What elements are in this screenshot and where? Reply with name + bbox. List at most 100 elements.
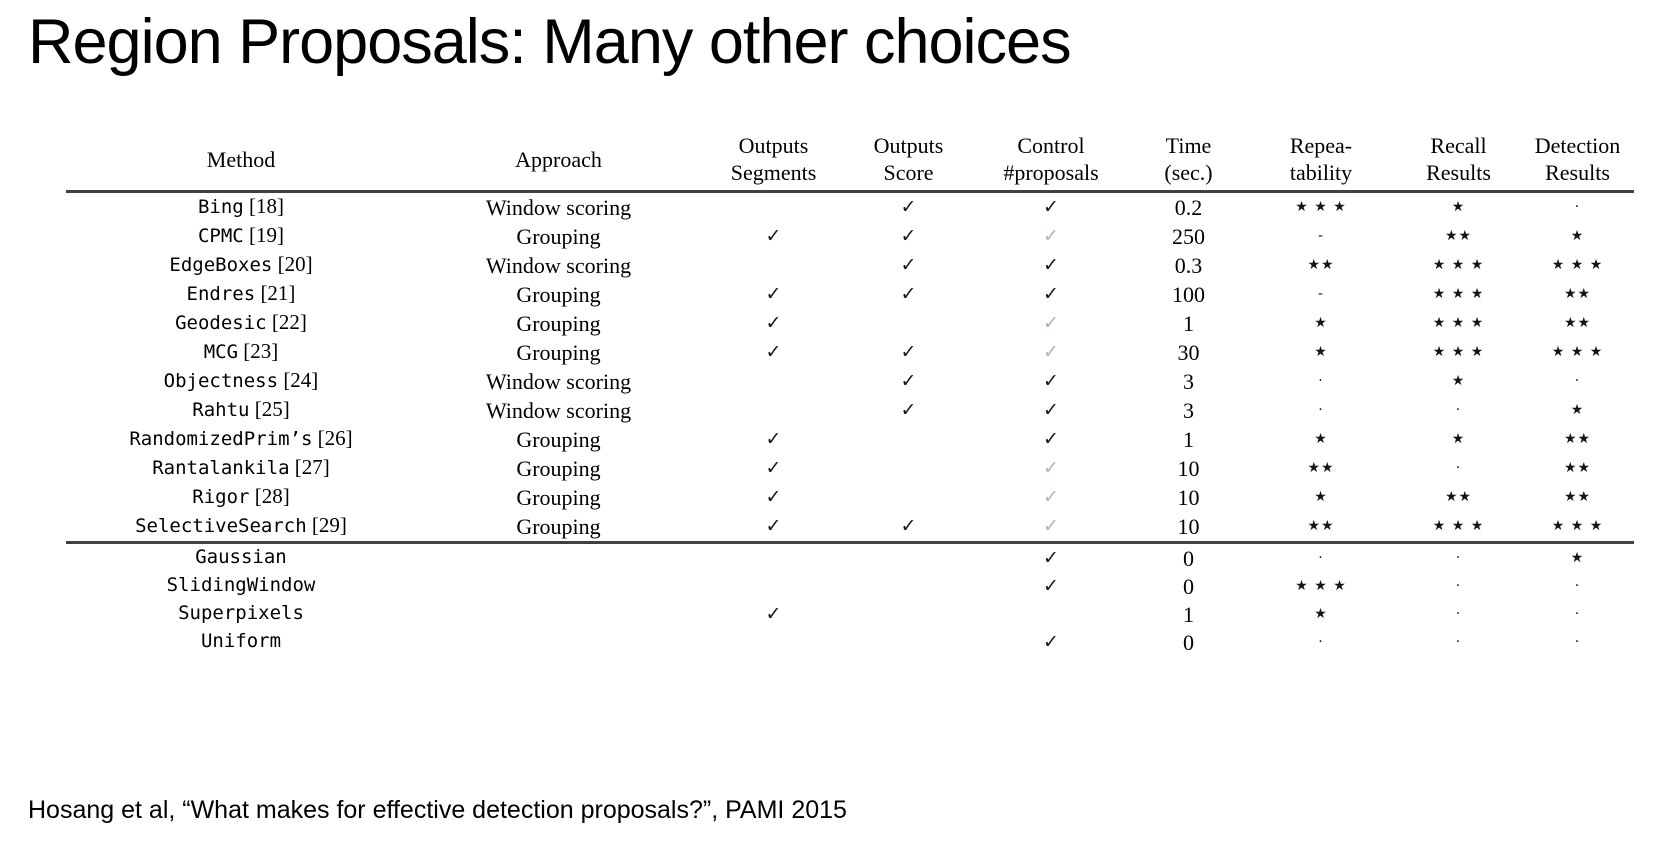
- method-cell: RandomizedPrim’s [26]: [66, 425, 416, 454]
- method-ref: [27]: [289, 455, 330, 479]
- table-row: Geodesic [22] Grouping ✓ ✓ 1 ★ ★ ★ ★ ★★: [66, 309, 1634, 338]
- method-ref: [29]: [306, 513, 347, 537]
- time-cell: 0.2: [1174, 195, 1203, 220]
- time-cell: 10: [1177, 456, 1200, 481]
- gray-check-icon: ✓: [1043, 486, 1059, 508]
- table-row: Bing [18] Window scoring ✓ ✓ 0.2 ★ ★ ★ ★ ·: [66, 192, 1634, 223]
- check-icon: ✓: [1043, 399, 1059, 421]
- segments-cell: [701, 192, 846, 223]
- detection-cell: ★★: [1563, 431, 1592, 447]
- table-row: SelectiveSearch [29] Grouping ✓ ✓ ✓ 10 ★★ ★ ★ ★…: [66, 512, 1634, 544]
- approach-cell: Window scoring: [485, 195, 632, 220]
- approach-cell: Grouping: [516, 427, 601, 452]
- recall-cell: ★ ★ ★: [1432, 286, 1485, 302]
- control-cell: ✓: [971, 483, 1131, 512]
- score-cell: [846, 483, 971, 512]
- check-icon: ✓: [1043, 428, 1059, 450]
- score-cell: [846, 600, 971, 628]
- method-name: Superpixels: [178, 602, 304, 624]
- method-ref: [25]: [249, 397, 290, 421]
- gray-check-icon: ✓: [1043, 341, 1059, 363]
- approach-cell: Window scoring: [485, 253, 632, 278]
- time-cell: 30: [1177, 340, 1200, 365]
- approach-cell: [416, 572, 701, 600]
- detection-cell: ·: [1574, 373, 1581, 389]
- table-row: MCG [23] Grouping ✓ ✓ ✓ 30 ★ ★ ★ ★ ★ ★ ★: [66, 338, 1634, 367]
- time-cell: 1: [1183, 311, 1194, 336]
- approach-cell: Grouping: [516, 485, 601, 510]
- score-cell: ✓: [900, 399, 917, 421]
- page-title: Region Proposals: Many other choices: [28, 7, 1072, 77]
- score-cell: ✓: [900, 370, 917, 392]
- time-cell: 3: [1183, 398, 1194, 423]
- table-row: Gaussian ✓ 0 · · ★: [66, 543, 1634, 573]
- time-cell: 100: [1172, 282, 1205, 307]
- recall-cell: ·: [1455, 460, 1462, 476]
- col-header-line1: Control: [1017, 133, 1085, 158]
- method-cell: MCG [23]: [66, 338, 416, 367]
- col-header-line2: tability: [1289, 160, 1353, 185]
- score-cell: [846, 425, 971, 454]
- method-ref: [24]: [278, 368, 319, 392]
- col-header-line1: Recall: [1430, 133, 1487, 158]
- score-cell: [846, 309, 971, 338]
- time-cell: 0: [1183, 629, 1194, 655]
- recall-cell: ·: [1455, 633, 1462, 650]
- recall-cell: ★★: [1444, 228, 1473, 244]
- score-cell: [846, 543, 971, 573]
- method-name: Uniform: [200, 630, 282, 652]
- method-cell: Endres [21]: [66, 280, 416, 309]
- table-row: RandomizedPrim’s [26] Grouping ✓ ✓ 1 ★ ★ ★★: [66, 425, 1634, 454]
- segments-cell: [701, 396, 846, 425]
- recall-cell: ·: [1455, 549, 1462, 566]
- score-cell: ✓: [900, 225, 917, 247]
- repeatability-cell: ★: [1314, 605, 1328, 622]
- approach-cell: Grouping: [516, 311, 601, 336]
- col-header-outputs-score: Outputs Score: [846, 132, 971, 193]
- repeatability-cell: -: [1317, 286, 1325, 302]
- segments-cell: [701, 543, 846, 573]
- method-cell: Superpixels: [66, 600, 416, 628]
- segments-cell: ✓: [765, 283, 782, 305]
- check-icon: ✓: [1043, 546, 1059, 569]
- control-cell: ✓: [971, 454, 1131, 483]
- recall-cell: ·: [1455, 402, 1462, 418]
- score-cell: ✓: [846, 512, 971, 544]
- table-row: Objectness [24] Window scoring ✓ ✓ 3 · ★ ·: [66, 367, 1634, 396]
- recall-cell: ★★: [1444, 489, 1473, 505]
- score-cell: ✓: [900, 196, 917, 218]
- repeatability-cell: ·: [1318, 633, 1324, 650]
- recall-cell: ·: [1455, 577, 1462, 594]
- time-cell: 0.3: [1174, 253, 1203, 278]
- check-icon: ✓: [1043, 574, 1059, 597]
- check-icon: ✓: [1043, 283, 1059, 305]
- recall-cell: ·: [1455, 605, 1462, 622]
- segments-cell: ✓: [765, 225, 782, 247]
- method-name: SlidingWindow: [166, 574, 316, 596]
- control-cell: ✓: [971, 367, 1131, 396]
- gray-check-icon: ✓: [1043, 515, 1059, 537]
- gray-check-icon: ✓: [1043, 457, 1059, 479]
- repeatability-cell: ★★: [1246, 512, 1396, 544]
- approach-cell: [416, 600, 701, 628]
- method-ref: [18]: [243, 194, 284, 218]
- score-cell: [846, 454, 971, 483]
- col-header-recall-results: Recall Results: [1396, 132, 1521, 193]
- method-ref: [28]: [249, 484, 290, 508]
- control-cell: ✓: [971, 338, 1131, 367]
- check-icon: ✓: [1043, 196, 1059, 218]
- method-ref: [26]: [312, 426, 353, 450]
- approach-cell: Grouping: [516, 340, 601, 365]
- col-header-line1: Time: [1165, 133, 1212, 158]
- segments-cell: [701, 367, 846, 396]
- approach-cell: [416, 543, 701, 573]
- control-cell: [971, 600, 1131, 628]
- segments-cell: [701, 572, 846, 600]
- check-icon: ✓: [1043, 254, 1059, 276]
- detection-cell: ·: [1574, 605, 1581, 622]
- approach-cell: [416, 628, 701, 656]
- time-cell: 1: [1183, 427, 1194, 452]
- table-row: Rahtu [25] Window scoring ✓ ✓ 3 · · ★: [66, 396, 1634, 425]
- recall-cell: ★: [1451, 199, 1466, 215]
- approach-cell: Grouping: [416, 512, 701, 544]
